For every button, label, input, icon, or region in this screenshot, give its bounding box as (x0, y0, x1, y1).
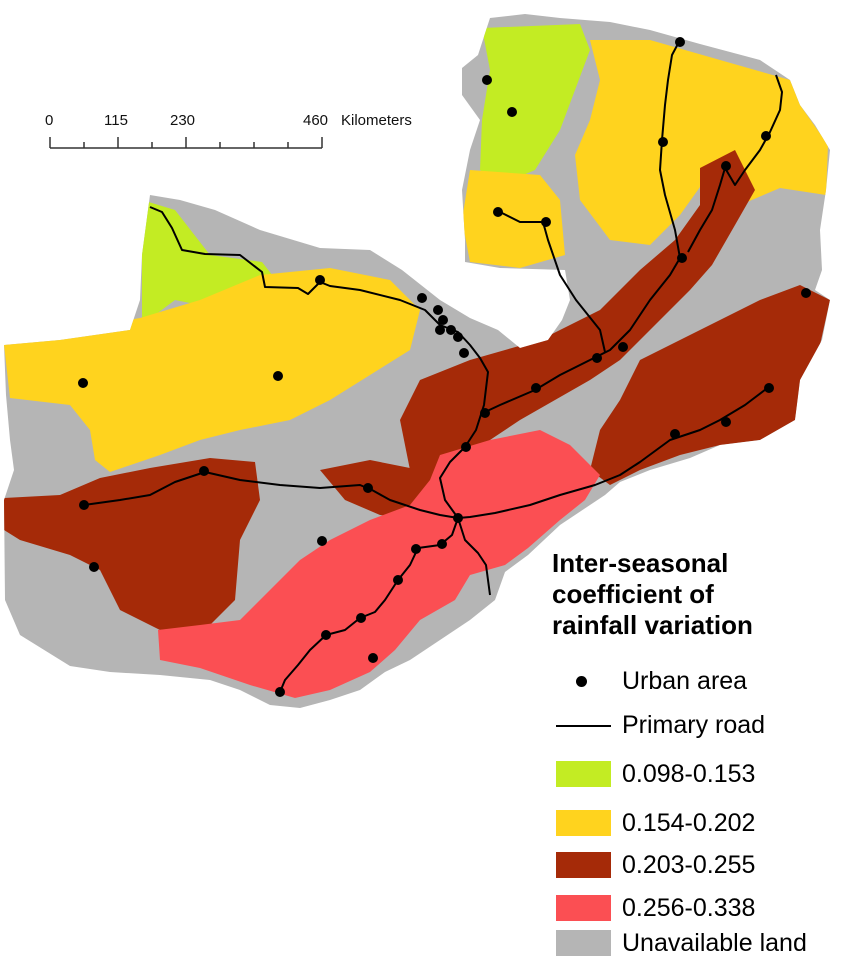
urban-areas (78, 37, 811, 697)
urban-area-dot (670, 429, 680, 439)
scale-label-460: 460 (303, 112, 329, 129)
urban-area-dot (480, 408, 490, 418)
zone-class-3-belt (400, 150, 755, 490)
urban-area-dot (435, 325, 445, 335)
urban-area-dot (721, 161, 731, 171)
urban-area-dot (437, 539, 447, 549)
map-legend: Inter-seasonal coefficient of rainfall v… (552, 548, 848, 957)
legend-item-class-1: 0.098-0.153 (552, 757, 755, 791)
urban-area-dot (321, 630, 331, 640)
class-1-swatch (556, 761, 611, 787)
urban-area-dot (317, 536, 327, 546)
legend-title: Inter-seasonal coefficient of rainfall v… (552, 548, 848, 641)
zone-class-2-north (575, 40, 828, 245)
urban-area-dot (393, 575, 403, 585)
urban-area-dot (658, 137, 668, 147)
urban-area-symbol (576, 676, 587, 687)
urban-area-dot (453, 513, 463, 523)
scale-label-115: 115 (104, 112, 128, 129)
urban-area-dot (461, 442, 471, 452)
urban-area-dot (541, 217, 551, 227)
urban-area-dot (721, 417, 731, 427)
zone-class-2-west (4, 268, 420, 472)
legend-item-class-2: 0.154-0.202 (552, 806, 755, 840)
class-4-swatch (556, 895, 611, 921)
legend-item-class-3: 0.203-0.255 (552, 848, 755, 882)
legend-label: 0.203-0.255 (622, 850, 756, 879)
urban-area-dot (199, 466, 209, 476)
legend-title-line-3: rainfall variation (552, 610, 753, 640)
urban-area-dot (275, 687, 285, 697)
road-northeast (687, 74, 783, 253)
urban-area-dot (453, 332, 463, 342)
scale-bar-labels: 0 115 230 460 Kilometers (0, 0, 850, 200)
zone-class-4-south (158, 430, 600, 698)
scale-label-0: 0 (45, 112, 54, 129)
urban-area-dot (356, 613, 366, 623)
zone-class-3-southwest (4, 458, 260, 630)
unavailable-land-swatch (556, 930, 611, 956)
legend-title-line-2: coefficient of (552, 579, 714, 609)
urban-area-dot (531, 383, 541, 393)
urban-area-dot (675, 37, 685, 47)
urban-area-dot (618, 342, 628, 352)
urban-area-dot (592, 353, 602, 363)
legend-label: 0.256-0.338 (622, 893, 756, 922)
legend-item-class-4: 0.256-0.338 (552, 891, 755, 925)
road-west-to-center (83, 471, 459, 519)
urban-area-dot (363, 483, 373, 493)
legend-title-line-1: Inter-seasonal (552, 548, 729, 578)
urban-area-dot (761, 131, 771, 141)
urban-area-dot (89, 562, 99, 572)
legend-label: 0.098-0.153 (622, 759, 756, 788)
urban-area-dot (677, 253, 687, 263)
urban-area-dot (78, 378, 88, 388)
road-center-to-south (279, 517, 459, 693)
urban-area-dot (507, 107, 517, 117)
road-east-to-center (457, 385, 771, 519)
legend-item-primary-road: Primary road (552, 708, 765, 742)
urban-area-dot (446, 325, 456, 335)
urban-area-dot (433, 305, 443, 315)
scale-bar (49, 137, 323, 149)
urban-area-dot (368, 653, 378, 663)
urban-area-dot (459, 348, 469, 358)
legend-label: Urban area (622, 666, 748, 695)
urban-area-dot (417, 293, 427, 303)
primary-road-symbol (556, 725, 611, 727)
zone-class-3-east (590, 285, 830, 485)
scale-unit: Kilometers (341, 112, 412, 129)
urban-area-dot (801, 288, 811, 298)
urban-area-dot (493, 207, 503, 217)
urban-area-dot (482, 75, 492, 85)
road-northwest-to-center (149, 206, 489, 519)
urban-area-dot (315, 275, 325, 285)
urban-area-dot (273, 371, 283, 381)
class-2-swatch (556, 810, 611, 836)
urban-area-dot (438, 315, 448, 325)
class-3-swatch (556, 852, 611, 878)
urban-area-dot (79, 500, 89, 510)
primary-roads (83, 39, 783, 693)
road-north-central (499, 211, 606, 353)
urban-area-dot (411, 544, 421, 554)
zone-class-1-north (480, 24, 590, 185)
scale-label-230: 230 (170, 112, 196, 129)
legend-label: Unavailable land (622, 928, 807, 957)
legend-item-urban-area: Urban area (552, 664, 747, 698)
road-center-to-southeast (457, 517, 491, 596)
road-north-to-copperbelt (484, 39, 681, 413)
legend-label: Primary road (622, 710, 766, 739)
legend-label: 0.154-0.202 (622, 808, 756, 837)
legend-item-unavailable-land: Unavailable land (552, 926, 807, 960)
urban-area-dot (764, 383, 774, 393)
